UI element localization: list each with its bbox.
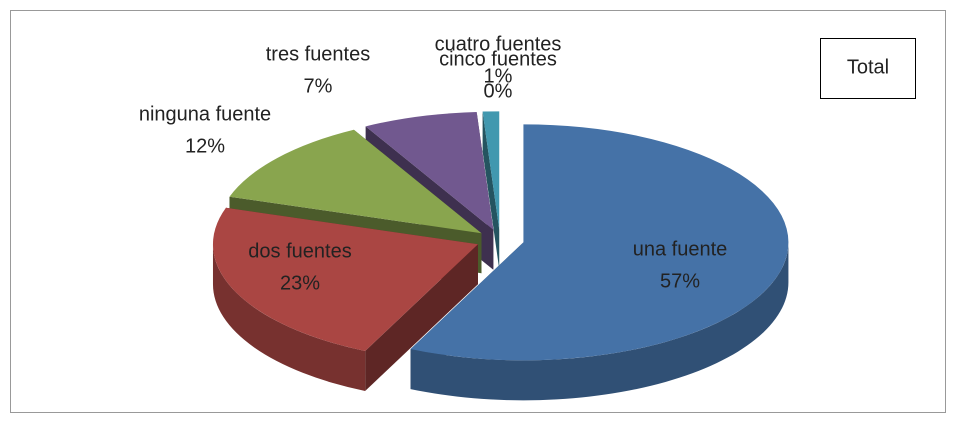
- slice: [212, 207, 478, 352]
- slice: [482, 111, 500, 230]
- data-label-value: 1%: [484, 65, 513, 87]
- chart-frame: [10, 10, 946, 413]
- slice-cut-face: [365, 244, 478, 392]
- data-label-value: 12%: [185, 135, 225, 157]
- slice-rim: [212, 244, 366, 392]
- slice-tops: [212, 111, 789, 361]
- slice: [365, 111, 494, 230]
- slice: [229, 129, 482, 234]
- data-label-name: tres fuentes: [266, 43, 371, 65]
- slice-cut-face: [482, 111, 500, 270]
- title-box: [820, 38, 916, 99]
- chart-title: Total: [847, 56, 889, 78]
- data-label-name: ninguna fuente: [139, 103, 271, 125]
- data-label-value: 0%: [484, 80, 513, 102]
- data-label-name: una fuente: [633, 238, 728, 260]
- data-label-name: dos fuentes: [248, 240, 351, 262]
- data-label-name: cinco fuentes: [439, 48, 557, 70]
- data-label-value: 7%: [304, 75, 333, 97]
- slice-rim: [410, 242, 789, 401]
- data-label-value: 23%: [280, 272, 320, 294]
- slice: [410, 124, 789, 361]
- data-label-value: 57%: [660, 270, 700, 292]
- data-labels: una fuente 57% dos fuentes 23% ninguna fuent…: [139, 33, 727, 294]
- data-label-name: cuatro fuentes: [435, 33, 562, 55]
